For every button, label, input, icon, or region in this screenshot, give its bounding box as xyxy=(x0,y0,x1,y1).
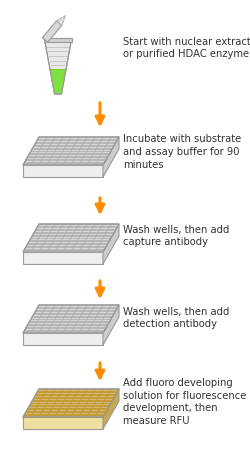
Polygon shape xyxy=(42,21,62,42)
Polygon shape xyxy=(103,137,119,177)
Text: Wash wells, then add
detection antibody: Wash wells, then add detection antibody xyxy=(123,307,230,329)
Polygon shape xyxy=(103,305,119,345)
Polygon shape xyxy=(56,16,66,26)
Polygon shape xyxy=(23,417,103,429)
Polygon shape xyxy=(23,224,119,252)
Polygon shape xyxy=(23,137,119,165)
Polygon shape xyxy=(103,389,119,429)
Polygon shape xyxy=(103,224,119,264)
Polygon shape xyxy=(23,165,103,177)
Polygon shape xyxy=(23,333,103,345)
Polygon shape xyxy=(45,42,71,94)
Text: Add fluoro developing
solution for fluorescence
development, then
measure RFU: Add fluoro developing solution for fluor… xyxy=(123,378,246,426)
Polygon shape xyxy=(23,252,103,264)
Polygon shape xyxy=(23,389,119,417)
Polygon shape xyxy=(50,69,66,94)
Polygon shape xyxy=(23,305,119,333)
Text: Incubate with substrate
and assay buffer for 90
minutes: Incubate with substrate and assay buffer… xyxy=(123,134,241,170)
Text: Wash wells, then add
capture antibody: Wash wells, then add capture antibody xyxy=(123,224,230,247)
Polygon shape xyxy=(44,38,72,42)
Text: Start with nuclear extract
or purified HDAC enzyme: Start with nuclear extract or purified H… xyxy=(123,37,250,59)
